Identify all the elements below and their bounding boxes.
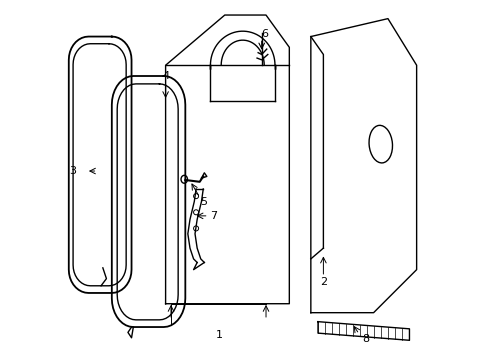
Text: 3: 3	[69, 166, 76, 176]
Text: 1: 1	[216, 330, 223, 340]
Text: 8: 8	[362, 333, 368, 343]
Text: 4: 4	[162, 71, 169, 81]
Text: 6: 6	[261, 29, 268, 39]
Text: 5: 5	[200, 197, 206, 207]
Text: 2: 2	[319, 277, 326, 287]
Text: 7: 7	[210, 211, 217, 221]
